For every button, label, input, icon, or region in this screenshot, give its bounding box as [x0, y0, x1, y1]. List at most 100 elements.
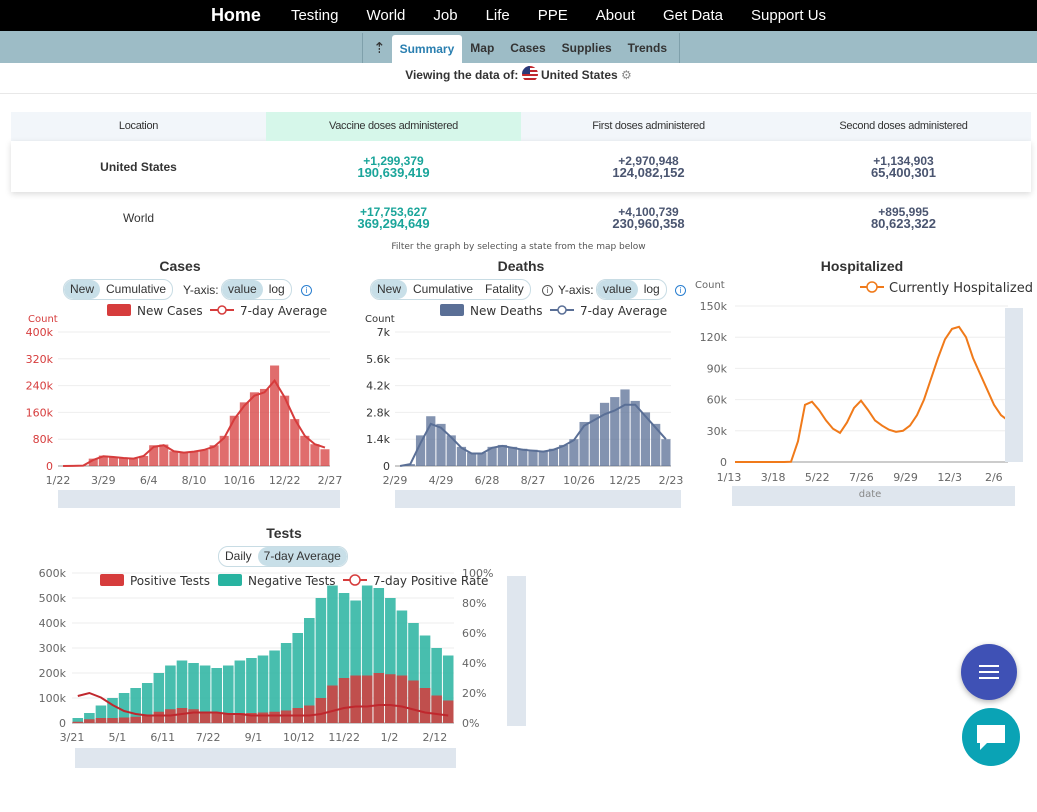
deaths-chart[interactable]: Count 0 1.4k 2.8k 4.2k 5.6k 7k 2/29 4/29 6/28 8/27…: [345, 300, 690, 515]
nav-about[interactable]: About: [595, 7, 635, 24]
nav-life[interactable]: Life: [485, 7, 510, 24]
bar: [219, 435, 229, 466]
tests-daily-button[interactable]: Daily: [225, 549, 252, 563]
bar-negative: [130, 688, 141, 723]
bar-negative: [327, 585, 338, 723]
bar-negative: [84, 713, 95, 723]
cases-cumulative-button[interactable]: Cumulative: [106, 282, 167, 296]
hospitalized-chart[interactable]: Count 0 30k 60k 90k 120k 150k 1/13 3/18 5/22 7/26 9…: [690, 275, 1037, 515]
bar-negative: [246, 658, 257, 723]
first-total: 230,960,358: [612, 215, 685, 231]
row-location: United States: [100, 159, 177, 174]
bar-positive: [234, 713, 246, 723]
viewing-location-name[interactable]: United States: [541, 68, 618, 82]
bar: [179, 452, 189, 466]
nav-job[interactable]: Job: [433, 7, 458, 24]
bar: [589, 414, 599, 466]
bar-positive: [141, 715, 153, 723]
second-total: 80,623,322: [870, 215, 937, 231]
header-second-doses[interactable]: Second doses administered: [839, 120, 968, 132]
bar-negative: [292, 633, 304, 723]
tab-summary[interactable]: Summary: [391, 35, 463, 63]
fatality-info-icon[interactable]: i: [542, 285, 553, 296]
deaths-cumulative-button[interactable]: Cumulative: [413, 282, 474, 296]
y-tick-label: 60k: [707, 394, 728, 407]
tab-map[interactable]: Map: [470, 41, 495, 55]
header-vaccine-doses[interactable]: Vaccine doses administered: [266, 112, 521, 141]
bar-negative: [373, 588, 385, 723]
cases-log-button[interactable]: log: [268, 282, 285, 296]
filter-note: Filter the graph by selecting a state fr…: [391, 242, 646, 252]
chat-fab-button[interactable]: [962, 708, 1020, 766]
bar: [651, 423, 661, 466]
x-tick-label: 6/11: [150, 731, 175, 744]
bar-negative: [72, 718, 84, 723]
bar-negative: [95, 705, 107, 723]
y-tick-label: 300k: [39, 642, 67, 655]
tests-7day-button[interactable]: 7-day Average: [257, 547, 347, 566]
nav-get-data[interactable]: Get Data: [662, 7, 724, 24]
deaths-yaxis-label: Y-axis:: [558, 283, 594, 297]
y2-tick-label: 0%: [462, 717, 479, 730]
bar: [270, 365, 280, 466]
row-vaccine-doses: +17,753,627 369,294,649: [266, 206, 521, 230]
x-axis-title: date: [859, 489, 882, 500]
x-tick-label: 3/29: [91, 474, 116, 487]
y-tick-label: 7k: [377, 326, 391, 339]
bar: [528, 449, 538, 466]
deaths-value-button[interactable]: value: [597, 280, 638, 299]
bar: [189, 451, 199, 466]
y-tick-label: 240k: [26, 380, 54, 393]
bar-negative: [431, 648, 442, 723]
y-tick-label: 400k: [39, 617, 67, 630]
bar: [159, 444, 169, 466]
bar: [149, 445, 159, 466]
bar-negative: [107, 698, 118, 723]
nav-ppe[interactable]: PPE: [537, 7, 568, 24]
nav-world[interactable]: World: [366, 7, 406, 24]
deaths-fatality-button[interactable]: Fatality: [485, 282, 524, 296]
nav-home[interactable]: Home: [210, 5, 261, 25]
x-tick-label: 2/6: [985, 471, 1003, 484]
bar: [620, 389, 630, 466]
x-tick-label: 5/1: [109, 731, 127, 744]
bar: [280, 395, 290, 466]
deaths-new-button[interactable]: New: [371, 280, 408, 299]
tests-chart[interactable]: 0 100k 200k 300k 400k 500k 600k 0% 20% 40% 60% 80% 1…: [0, 565, 540, 775]
cases-value-button[interactable]: value: [222, 280, 263, 299]
cases-info-icon[interactable]: i: [301, 285, 312, 296]
x-tick-label: 6/4: [140, 474, 158, 487]
menu-fab-button[interactable]: [961, 644, 1017, 700]
bar: [118, 457, 129, 466]
tab-trends[interactable]: Trends: [627, 41, 668, 55]
header-first-doses[interactable]: First doses administered: [592, 120, 705, 132]
x-tick-label: 1/22: [46, 474, 71, 487]
tab-supplies[interactable]: Supplies: [561, 41, 612, 55]
tab-cases[interactable]: Cases: [510, 41, 546, 55]
cases-chart[interactable]: Count 0 80k 160k 240k 320k 400k 1/22 3/29 6/4 8/10…: [0, 300, 345, 515]
nav-testing[interactable]: Testing: [290, 7, 339, 24]
x-tick-label: 12/3: [937, 471, 962, 484]
bar: [497, 444, 507, 466]
bar-positive: [304, 705, 315, 723]
bar-positive: [408, 680, 419, 723]
deaths-info-icon[interactable]: i: [675, 285, 686, 296]
table-row-world[interactable]: World +17,753,627 369,294,649 +4,100,739 2…: [11, 192, 1031, 243]
y-tick-label: 1.4k: [366, 433, 390, 446]
nav-support-us[interactable]: Support Us: [751, 7, 827, 24]
table-row-united-states[interactable]: United States +1,299,379 190,639,419 +2,9…: [11, 141, 1031, 192]
cases-new-button[interactable]: New: [64, 280, 101, 299]
deaths-log-button[interactable]: log: [643, 282, 660, 296]
header-location[interactable]: Location: [118, 120, 159, 132]
scroll-up-icon[interactable]: ⇡: [373, 39, 386, 57]
gear-icon[interactable]: ⚙: [621, 68, 632, 82]
tests-chart-title: Tests: [266, 525, 302, 541]
bar-negative: [211, 668, 222, 723]
y-tick-label: 30k: [707, 425, 728, 438]
first-total: 124,082,152: [612, 164, 685, 180]
bar-positive: [107, 718, 118, 723]
y2-tick-label: 20%: [462, 687, 486, 700]
x-tick-label: 2/29: [383, 474, 408, 487]
bar: [310, 444, 320, 466]
bar-positive: [72, 721, 84, 723]
